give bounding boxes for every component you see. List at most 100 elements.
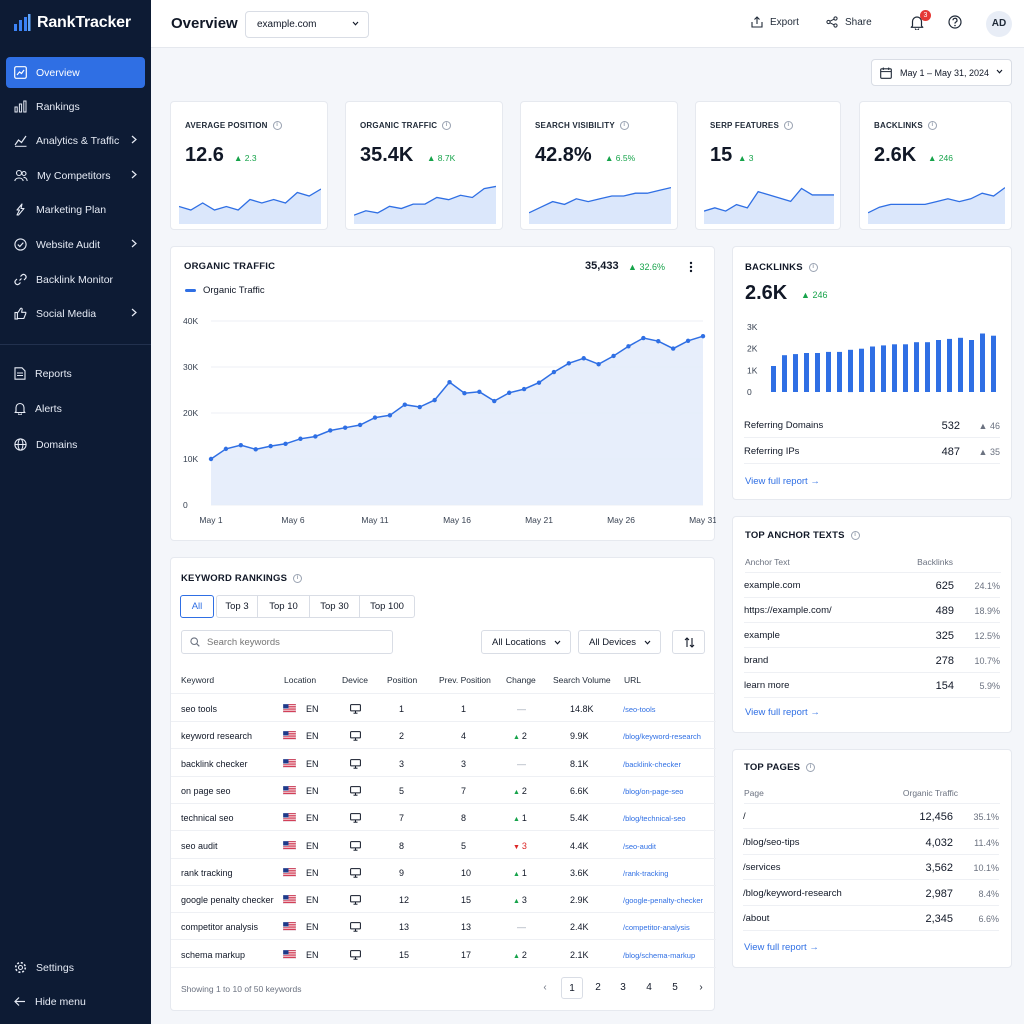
- notifications-button[interactable]: 3: [910, 10, 931, 33]
- backlinks-bar[interactable]: [804, 353, 809, 392]
- backlinks-bar[interactable]: [782, 355, 787, 392]
- tab-top-10[interactable]: Top 10: [257, 595, 310, 618]
- traffic-point[interactable]: [238, 443, 244, 448]
- more-vertical-icon[interactable]: [688, 261, 694, 273]
- sidebar-item-domains[interactable]: Domains: [6, 429, 145, 460]
- traffic-point[interactable]: [477, 389, 482, 395]
- backlinks-bar[interactable]: [870, 346, 875, 393]
- traffic-point[interactable]: [313, 434, 318, 439]
- backlinks-bar[interactable]: [771, 366, 776, 392]
- sidebar-item-rankings[interactable]: Rankings: [6, 91, 145, 122]
- info-icon[interactable]: i: [808, 263, 818, 272]
- traffic-point[interactable]: [223, 446, 229, 452]
- kpi-card-organic-traffic[interactable]: ORGANIC TRAFFIC i 35.4K ▲ 8.7K: [345, 101, 503, 230]
- backlinks-bar[interactable]: [793, 354, 798, 392]
- traffic-point[interactable]: [447, 379, 452, 385]
- sidebar-item-competitors[interactable]: My Competitors: [6, 160, 145, 191]
- url-link[interactable]: /blog/technical-seo: [623, 814, 686, 824]
- traffic-point[interactable]: [328, 428, 333, 433]
- table-row[interactable]: technical seo EN 7 8 ▲ 1 5.4K/blog/technical-…: [171, 804, 716, 832]
- backlinks-view-report-link[interactable]: View full report →: [745, 476, 820, 487]
- table-row[interactable]: rank tracking EN 9 10 ▲ 1 3.6K/rank-tracking: [171, 859, 716, 886]
- url-link[interactable]: /blog/on-page-seo: [623, 786, 684, 796]
- traffic-point[interactable]: [342, 425, 348, 430]
- table-row[interactable]: on page seo EN 5 7 ▲ 2 6.6K/blog/on-page-seo: [171, 777, 716, 804]
- traffic-point[interactable]: [566, 361, 572, 366]
- traffic-point[interactable]: [641, 335, 646, 341]
- locations-dropdown[interactable]: All Locations: [481, 630, 571, 654]
- kpi-card-serp-features[interactable]: SERP FEATURES i 15 ▲ 3: [695, 101, 841, 230]
- backlinks-bar[interactable]: [925, 342, 930, 392]
- url-link[interactable]: /backlink-checker: [623, 759, 681, 769]
- traffic-point[interactable]: [372, 415, 378, 420]
- traffic-point[interactable]: [462, 391, 467, 396]
- info-icon[interactable]: i: [850, 531, 860, 540]
- logo[interactable]: RankTracker: [13, 14, 131, 32]
- info-icon[interactable]: i: [619, 121, 629, 130]
- info-icon[interactable]: i: [442, 121, 452, 130]
- traffic-point[interactable]: [268, 443, 273, 449]
- traffic-point[interactable]: [611, 353, 616, 359]
- search-keywords-box[interactable]: [181, 630, 393, 654]
- backlinks-bar[interactable]: [903, 344, 908, 392]
- domain-select[interactable]: example.com: [245, 11, 369, 38]
- backlinks-bar[interactable]: [969, 340, 974, 392]
- page-3-button[interactable]: 3: [620, 982, 626, 993]
- url-link[interactable]: /seo-tools: [623, 705, 656, 714]
- sidebar-item-settings[interactable]: Settings: [6, 952, 145, 983]
- traffic-point[interactable]: [536, 380, 542, 385]
- url-link[interactable]: /competitor-analysis: [623, 923, 690, 933]
- traffic-point[interactable]: [656, 339, 661, 344]
- anchor-view-report-link[interactable]: View full report →: [745, 707, 820, 718]
- traffic-point[interactable]: [432, 397, 437, 403]
- backlinks-bar[interactable]: [815, 353, 820, 392]
- table-row[interactable]: schema markup EN 15 17 ▲ 2 2.1K/blog/schema-m…: [171, 941, 716, 968]
- info-icon[interactable]: i: [293, 574, 303, 583]
- url-link[interactable]: /blog/keyword-research: [623, 732, 701, 742]
- backlinks-bar[interactable]: [958, 337, 963, 392]
- sort-button[interactable]: [672, 630, 705, 654]
- tab-top-30[interactable]: Top 30: [309, 595, 360, 618]
- traffic-point[interactable]: [253, 447, 258, 452]
- traffic-point[interactable]: [521, 386, 527, 392]
- sidebar-item-backlink-monitor[interactable]: Backlink Monitor: [6, 264, 145, 295]
- sidebar-item-alerts[interactable]: Alerts: [6, 393, 145, 424]
- devices-dropdown[interactable]: All Devices: [578, 630, 661, 654]
- traffic-point[interactable]: [357, 422, 363, 428]
- backlinks-bar[interactable]: [859, 348, 864, 392]
- traffic-point[interactable]: [298, 436, 303, 441]
- table-row[interactable]: competitor analysis EN 13 13 — 2.4K/competito…: [171, 913, 716, 941]
- info-icon[interactable]: i: [806, 763, 816, 772]
- url-link[interactable]: /seo-audit: [623, 841, 656, 851]
- help-icon[interactable]: [948, 15, 962, 29]
- info-icon[interactable]: i: [783, 121, 793, 130]
- page-2-button[interactable]: 2: [595, 982, 601, 993]
- backlinks-bar[interactable]: [936, 340, 941, 392]
- table-row[interactable]: seo tools EN 1 1 — 14.8K/seo-tools: [171, 695, 716, 722]
- tab-top-100[interactable]: Top 100: [359, 595, 415, 618]
- traffic-point[interactable]: [626, 344, 631, 349]
- traffic-point[interactable]: [581, 356, 586, 361]
- traffic-point[interactable]: [551, 369, 557, 375]
- traffic-point[interactable]: [596, 362, 601, 367]
- sidebar-item-overview[interactable]: Overview: [6, 57, 145, 88]
- backlinks-bar[interactable]: [914, 342, 919, 392]
- backlinks-bar[interactable]: [837, 351, 842, 392]
- info-icon[interactable]: i: [927, 121, 937, 130]
- search-keywords-input[interactable]: [207, 636, 387, 648]
- table-row[interactable]: keyword research EN 2 4 ▲ 2 9.9K/blog/keyword…: [171, 722, 716, 750]
- pages-view-report-link[interactable]: View full report →: [744, 942, 819, 953]
- kpi-card-average-position[interactable]: AVERAGE POSITION i 12.6 ▲ 2.3: [170, 101, 328, 230]
- traffic-point[interactable]: [387, 413, 393, 418]
- page-5-button[interactable]: 5: [672, 982, 678, 993]
- sidebar-item-social-media[interactable]: Social Media: [6, 298, 145, 329]
- table-row[interactable]: google penalty checker EN 12 15 ▲ 3 2.9K/goog…: [171, 886, 716, 914]
- backlinks-bar[interactable]: [892, 344, 897, 392]
- date-range-picker[interactable]: May 1 – May 31, 2024: [871, 59, 1012, 86]
- traffic-point[interactable]: [492, 398, 497, 404]
- page-1-button[interactable]: 1: [561, 977, 583, 999]
- table-row[interactable]: seo audit EN 8 5 ▼ 3 4.4K/seo-audit: [171, 832, 716, 859]
- backlinks-bar[interactable]: [947, 338, 952, 392]
- traffic-point[interactable]: [685, 338, 691, 343]
- sidebar-item-analytics[interactable]: Analytics & Traffic: [6, 125, 145, 156]
